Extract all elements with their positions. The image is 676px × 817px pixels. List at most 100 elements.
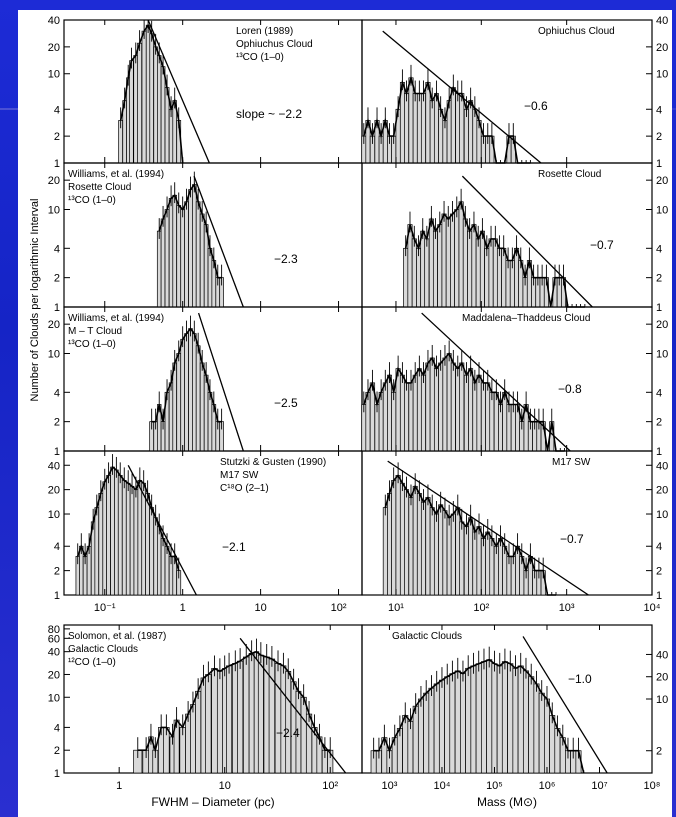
histogram-bar bbox=[517, 665, 524, 774]
histogram-bar bbox=[149, 33, 154, 164]
panel-frame bbox=[63, 19, 363, 164]
y-tick-label: 20 bbox=[48, 175, 60, 187]
panel-annotation: Ophiuchus Cloud bbox=[538, 26, 615, 37]
histogram-bar bbox=[476, 374, 482, 452]
histogram-bar bbox=[488, 238, 494, 308]
histogram-bar bbox=[243, 656, 250, 774]
histogram-bar bbox=[164, 209, 170, 308]
histogram-bar bbox=[441, 213, 447, 308]
panel-right-3: 1 2 4 10 20 Maddalena–Thaddeus Cloud −0.8 bbox=[361, 306, 668, 458]
panel-annotation: ¹³CO (1–0) bbox=[236, 52, 284, 63]
y-axis-label: Number of Clouds per logarithmic Interva… bbox=[29, 199, 41, 402]
y-tick-label: 10 bbox=[48, 69, 60, 81]
histogram-bar bbox=[110, 466, 115, 596]
histogram-bar bbox=[300, 696, 307, 774]
histogram-bar bbox=[470, 665, 477, 774]
panel-annotation: Rosette Cloud bbox=[538, 169, 601, 180]
x-tick-label: 10⁷ bbox=[591, 780, 607, 792]
histogram-bar bbox=[404, 93, 410, 164]
histogram-bar bbox=[168, 198, 174, 308]
histogram-bar bbox=[365, 391, 371, 452]
power-law-fit-line bbox=[197, 312, 244, 451]
panel-annotation: M – T Cloud bbox=[68, 326, 122, 337]
y-tick-label: 20 bbox=[48, 319, 60, 331]
histogram-bar bbox=[492, 238, 498, 308]
y-tick-label: 1 bbox=[54, 590, 60, 602]
y-tick-label: 20 bbox=[656, 175, 668, 187]
histogram-bar bbox=[468, 517, 474, 596]
histogram-bar bbox=[450, 87, 456, 164]
y-tick-label: 4 bbox=[54, 541, 60, 553]
histogram-bar bbox=[114, 469, 119, 596]
histogram-bar bbox=[395, 475, 401, 596]
histogram-bar bbox=[205, 674, 212, 774]
histogram-outline bbox=[363, 352, 565, 452]
histogram-bar bbox=[195, 690, 202, 774]
y-tick-label: 4 bbox=[656, 541, 662, 553]
x-tick-label: 10 bbox=[219, 780, 231, 792]
histogram-bar bbox=[444, 676, 451, 774]
y-tick-label: 4 bbox=[656, 104, 662, 116]
histogram-bar bbox=[192, 333, 197, 452]
histogram-bar bbox=[382, 382, 388, 452]
histogram-bar bbox=[450, 362, 456, 452]
histogram-bar bbox=[450, 213, 456, 308]
histogram-outline bbox=[373, 658, 585, 774]
histogram-bar bbox=[153, 46, 158, 164]
panel-annotation: Rosette Cloud bbox=[68, 182, 131, 193]
x-tick-label: 10⁴ bbox=[644, 602, 661, 614]
histogram-bar bbox=[180, 338, 185, 452]
panel-annotation: M17 SW bbox=[220, 470, 259, 481]
slope-label: −2.4 bbox=[276, 726, 300, 740]
histogram-bar bbox=[207, 391, 213, 452]
histogram-bar bbox=[192, 184, 197, 308]
histogram-bar bbox=[538, 692, 545, 774]
panel-right-1: 1 2 4 10 20 40 Ophiuchus Cloud −0.6 bbox=[361, 15, 668, 170]
y-tick-label: 20 bbox=[48, 485, 60, 497]
histogram-bar bbox=[184, 333, 189, 452]
histogram-bar bbox=[416, 368, 422, 452]
histogram-bar bbox=[160, 66, 166, 164]
histogram-bar bbox=[141, 30, 147, 164]
panel-left-3: 1 2 4 10 20 Williams, et al. (1994) M – T Clou… bbox=[48, 306, 363, 458]
histogram-bar bbox=[172, 362, 177, 452]
y-tick-label: 1 bbox=[54, 446, 60, 458]
y-tick-label: 4 bbox=[54, 243, 60, 255]
y-tick-label: 1 bbox=[656, 590, 662, 602]
histogram-bar bbox=[429, 507, 435, 596]
x-tick-label: 10 bbox=[254, 602, 266, 614]
slope-label: −0.6 bbox=[524, 99, 548, 113]
histogram-bar bbox=[391, 391, 397, 452]
histogram-bar bbox=[476, 526, 482, 596]
y-tick-label: 2 bbox=[656, 746, 662, 758]
histogram-bar bbox=[129, 485, 135, 596]
y-tick-label: 40 bbox=[48, 15, 60, 27]
histogram-bar bbox=[480, 382, 487, 452]
histogram-bar bbox=[428, 218, 434, 308]
y-tick-label: 4 bbox=[656, 243, 662, 255]
histogram-bar bbox=[496, 247, 502, 308]
y-tick-label: 1 bbox=[656, 446, 662, 458]
panel-left-2: 1 2 4 10 20 Williams, et al. (1994) Rosette Cl… bbox=[48, 162, 363, 314]
histogram-outline bbox=[404, 199, 585, 308]
histogram-bar bbox=[129, 60, 134, 164]
panel-annotation: Maddalena–Thaddeus Cloud bbox=[462, 313, 590, 324]
y-tick-label: 20 bbox=[656, 485, 668, 497]
histogram-bar bbox=[399, 374, 405, 452]
histogram-bar bbox=[463, 526, 470, 596]
histogram-bar bbox=[199, 362, 205, 452]
histogram-bar bbox=[420, 374, 426, 452]
y-tick-label: 40 bbox=[656, 15, 668, 27]
histogram-bar bbox=[514, 247, 520, 308]
histogram-bar bbox=[188, 189, 193, 308]
histogram-bar bbox=[465, 667, 472, 774]
histogram-bar bbox=[433, 368, 439, 452]
histogram-bar bbox=[157, 55, 162, 164]
y-tick-label: 4 bbox=[54, 387, 60, 399]
histogram-bar bbox=[475, 663, 482, 774]
histogram-bar bbox=[446, 353, 452, 452]
x-tick-label: 10³ bbox=[382, 780, 398, 792]
slope-label: −2.3 bbox=[274, 252, 298, 266]
histogram-bar bbox=[425, 82, 431, 164]
